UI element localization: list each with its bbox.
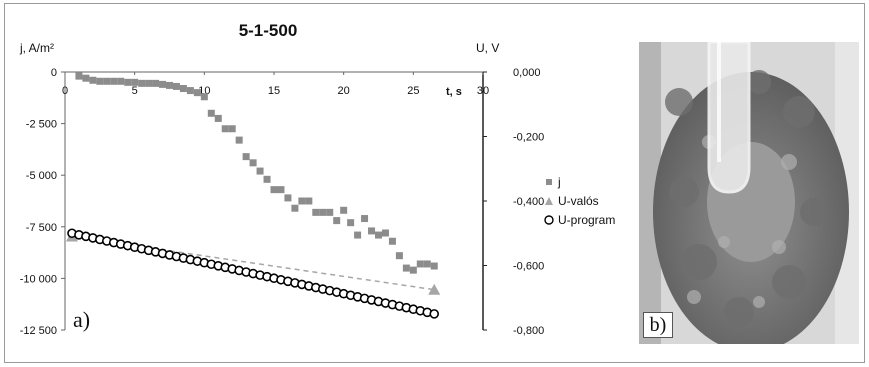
j-point (103, 77, 111, 85)
j-point (430, 262, 438, 270)
y-right-tick-label: -0,600 (513, 261, 544, 273)
u-valos-line (71, 235, 435, 291)
legend-label-j: j (557, 175, 561, 189)
j-point (368, 227, 376, 235)
y-right-tick-label: -0,800 (513, 325, 544, 337)
j-point (395, 252, 403, 260)
j-point (277, 186, 285, 194)
y-left-tick-label: 0 (51, 67, 57, 79)
j-point (381, 229, 389, 237)
j-point (270, 186, 278, 194)
x-tick-label: 0 (62, 85, 68, 97)
j-point (347, 219, 355, 227)
legend-label-u-valos: U-valós (558, 194, 599, 208)
plant-photo: b) (639, 42, 859, 344)
plant-photo-icon (639, 42, 859, 344)
j-point (263, 175, 271, 183)
j-point (284, 194, 292, 202)
y-left-tick-label: -7 500 (26, 222, 57, 234)
x-tick-label: 30 (477, 85, 489, 97)
j-point (214, 114, 222, 122)
legend-marker-j (546, 179, 552, 185)
u-valos-point (428, 283, 441, 295)
j-point (152, 79, 160, 87)
y-right-tick-label: -0,200 (513, 132, 544, 144)
legend-label-u-program: U-program (558, 213, 615, 227)
j-point (110, 77, 118, 85)
j-point (159, 80, 167, 88)
y-left-tick-label: -10 000 (20, 273, 57, 285)
j-point (354, 231, 362, 239)
chart-title: 5-1-500 (239, 21, 298, 40)
j-point (75, 72, 83, 80)
j-point (402, 264, 410, 272)
j-point (207, 109, 215, 117)
j-point (423, 260, 431, 268)
j-point (249, 159, 257, 167)
legend-marker-u-program (544, 215, 554, 225)
u-program-point (429, 309, 440, 319)
x-axis-label: t, s (446, 86, 462, 98)
j-point (186, 87, 194, 95)
panel-label-b: b) (643, 312, 673, 338)
j-point (117, 77, 125, 85)
y-left-tick-label: -12 500 (20, 325, 57, 337)
j-point (221, 125, 229, 133)
j-point (319, 208, 327, 216)
x-tick-label: 15 (268, 85, 280, 97)
j-point (166, 81, 173, 89)
j-point (242, 153, 250, 161)
panel-label-a: a) (73, 307, 90, 332)
j-point (235, 136, 243, 144)
j-point (361, 215, 369, 223)
y-left-tick-label: -2 500 (26, 119, 57, 131)
j-point (82, 74, 90, 82)
j-point (333, 217, 341, 225)
j-point (312, 208, 320, 216)
j-point (193, 89, 201, 97)
j-point (228, 125, 236, 133)
j-point (388, 237, 396, 245)
y-right-tick-label: -0,400 (513, 196, 544, 208)
j-point (200, 93, 208, 101)
y-right-tick-label: 0,000 (513, 67, 541, 79)
y-left-tick-label: -5 000 (26, 170, 57, 182)
j-point (172, 82, 180, 90)
x-tick-label: 5 (132, 85, 138, 97)
j-point (179, 85, 187, 93)
j-point (298, 197, 306, 205)
y-left-axis-label: j, A/m² (19, 41, 54, 55)
j-point (326, 208, 334, 216)
j-point (89, 76, 97, 84)
j-point (409, 266, 417, 274)
j-point (131, 78, 139, 86)
j-point (340, 206, 348, 214)
j-point (305, 197, 313, 205)
j-point (145, 79, 153, 87)
j-point (96, 77, 104, 85)
j-point (416, 260, 424, 268)
j-point (375, 231, 382, 239)
chart-marks: 0 5 10 15 20 25 300-2 500-5 000-7 500-10 000-1… (20, 67, 616, 337)
x-tick-label: 25 (407, 85, 419, 97)
j-point (138, 79, 146, 87)
x-tick-label: 20 (338, 85, 350, 97)
legend-marker-u-valos (545, 197, 553, 205)
y-right-axis-label: U, V (476, 41, 499, 55)
j-point (256, 167, 264, 175)
j-point (291, 204, 299, 212)
j-point (124, 78, 132, 86)
